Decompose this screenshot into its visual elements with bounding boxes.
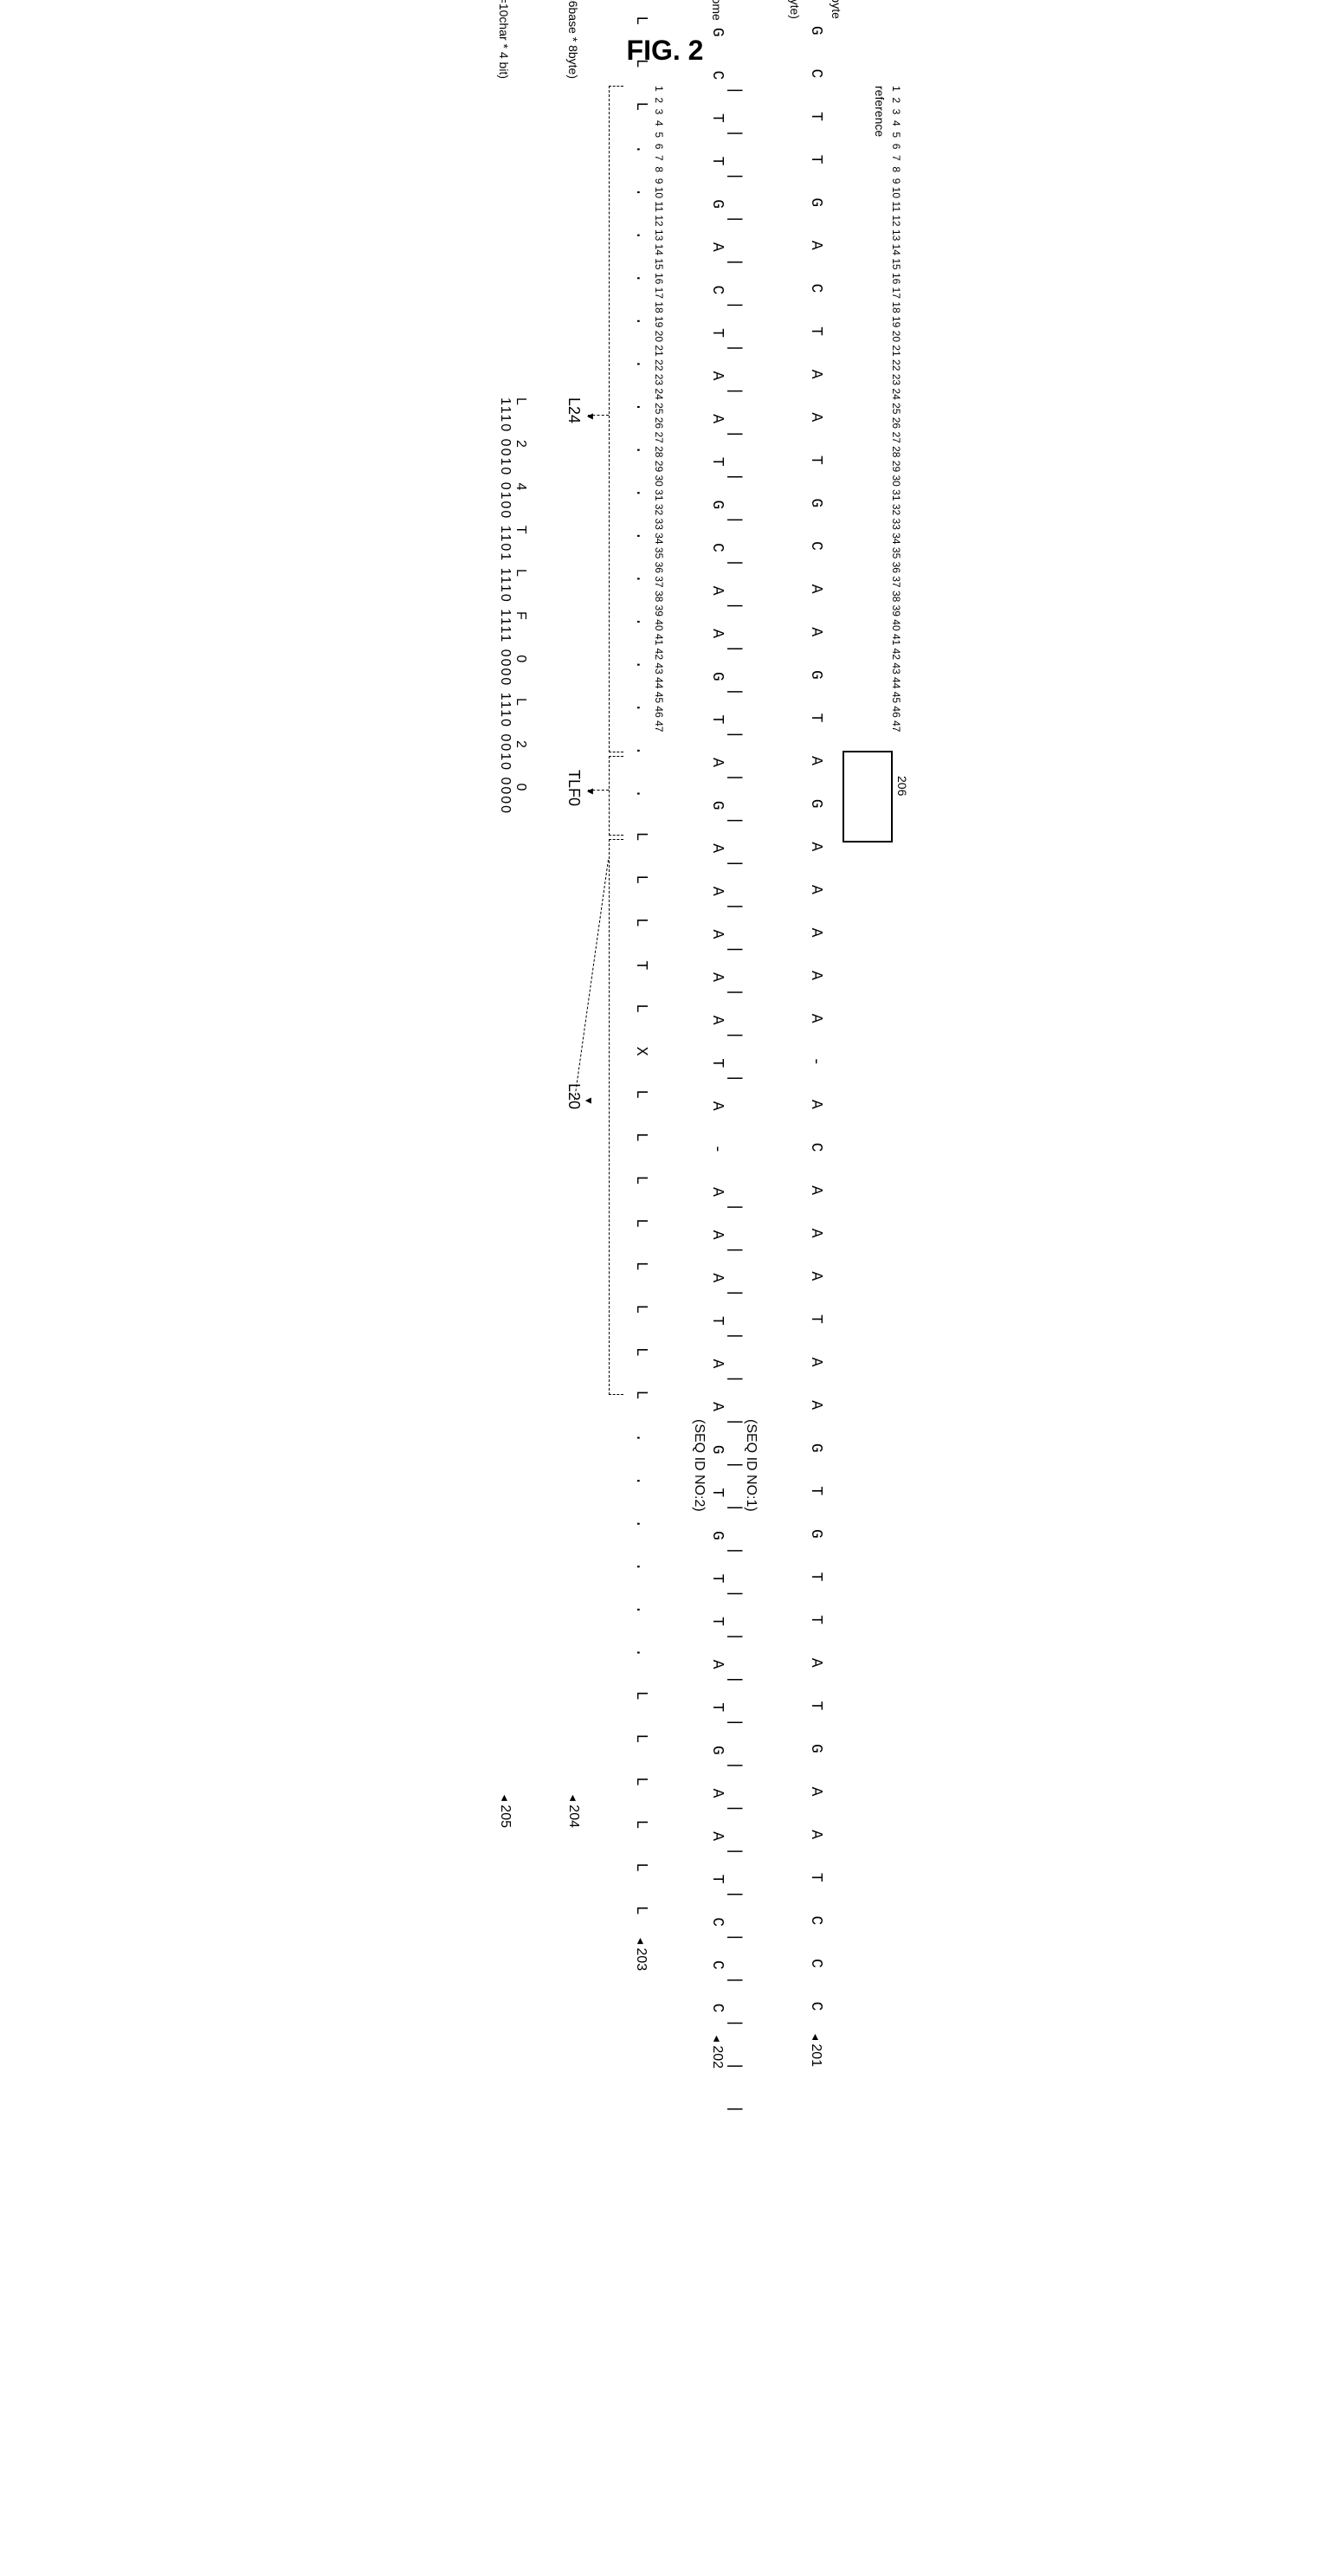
run-tlf0: TLF0 (565, 770, 583, 806)
position-numbers-1: 1 2 3 4 5 6 7 8 9 10 11 12 13 14 15 16 1… (890, 0, 902, 1828)
brace-row (609, 0, 629, 1828)
bit-encoding-row: 5 byte (=10char * 4 bit) L 2 4 T L F 0 L… (497, 0, 528, 1828)
seqid1-text: (SEQ ID NO:1) (743, 1411, 759, 1512)
byte368-label: 368 byte (=46base * 8byte) (760, 0, 871, 26)
bit-binary: 1110 0010 0100 1101 1110 1111 0000 1110 … (497, 397, 513, 815)
ref201-tag: 201 (808, 2023, 823, 2067)
arrowhead-icon: ▼ (584, 411, 597, 422)
bit-letters: L 2 4 T L F 0 L 2 0 (513, 397, 528, 815)
arrowhead-icon: ▼ (584, 786, 597, 797)
callout-206: 206 (895, 776, 909, 796)
arrow-dash-1: ▼ (588, 415, 609, 416)
reference-sequence-row: 368 byte (=46base * 8byte) G C T T G A C… (760, 0, 871, 1828)
byte80-label: 80 byte(=46base * 8byte) (567, 0, 581, 86)
arrow-icon (634, 1936, 649, 1948)
personal-sequence: G C T T G A C T A A T G C A A G T A G A … (708, 28, 726, 2025)
seqid1-row: (SEQ ID NO:1) (743, 0, 759, 1828)
ref203-tag: 203 (633, 1927, 649, 1972)
ref206-text: 206 (895, 776, 909, 796)
ref205-text: 205 (498, 1804, 513, 1828)
ref205-tag: 205 (497, 1706, 513, 1828)
byte368-line1: 368 byte (830, 0, 843, 19)
arrow-dash-3: ▼ (588, 860, 609, 1102)
arrow-icon (710, 2033, 725, 2045)
arrow-dash-2: ▼ (588, 790, 609, 791)
ref204-text: 204 (567, 1804, 582, 1828)
seqid2-text: (SEQ ID NO:2) (691, 1411, 707, 1512)
arrows-row: ▼ ▼ ▼ (588, 0, 609, 1828)
arrow-icon (809, 2031, 823, 2043)
ref202-text: 202 (710, 2045, 725, 2069)
arrowhead-icon: ▼ (583, 1095, 595, 1106)
reference-label: reference (873, 0, 887, 1828)
reference-sequence: G C T T G A C T A A T G C A A G T A G A … (807, 26, 824, 2024)
diff-sequence-row: L L L L L . . . . . . . . . . . . . . . … (632, 0, 649, 1828)
ref204-tag: 204 (566, 1706, 582, 1828)
byte5-label: 5 byte (=10char * 4 bit) (497, 0, 511, 86)
ref201-text: 201 (809, 2043, 823, 2067)
brace-3 (609, 839, 623, 1395)
diagram-container: 1 2 3 4 5 6 7 8 9 10 11 12 13 14 15 16 1… (497, 0, 902, 1828)
brace-1 (609, 86, 623, 752)
brace-2 (609, 756, 623, 836)
run-labels-row: 80 byte(=46base * 8byte) L24 TLF0 L20 20… (565, 0, 583, 1828)
diff-sequence: L L L L L . . . . . . . . . . . . . . . … (632, 0, 649, 1927)
ref203-text: 203 (634, 1947, 649, 1971)
byte368-line2: (=46base * 8byte) (788, 0, 802, 19)
personal-sequence-row: Personal Genome G C T T G A C T A A T G … (708, 0, 726, 1828)
run-l24: L24 (565, 397, 583, 423)
position-numbers-2: 1 2 3 4 5 6 7 8 9 10 11 12 13 14 15 16 1… (653, 0, 665, 1828)
ref202-tag: 202 (709, 2024, 725, 2069)
arrow-icon (498, 1792, 513, 1804)
alignment-pipes: | | | | | | | | | | | | | | | | | | | | … (726, 0, 743, 1828)
arrow-icon (567, 1792, 582, 1804)
seqid2-row: (SEQ ID NO:2) (691, 0, 707, 1828)
personal-genome-label: Personal Genome (710, 0, 724, 28)
